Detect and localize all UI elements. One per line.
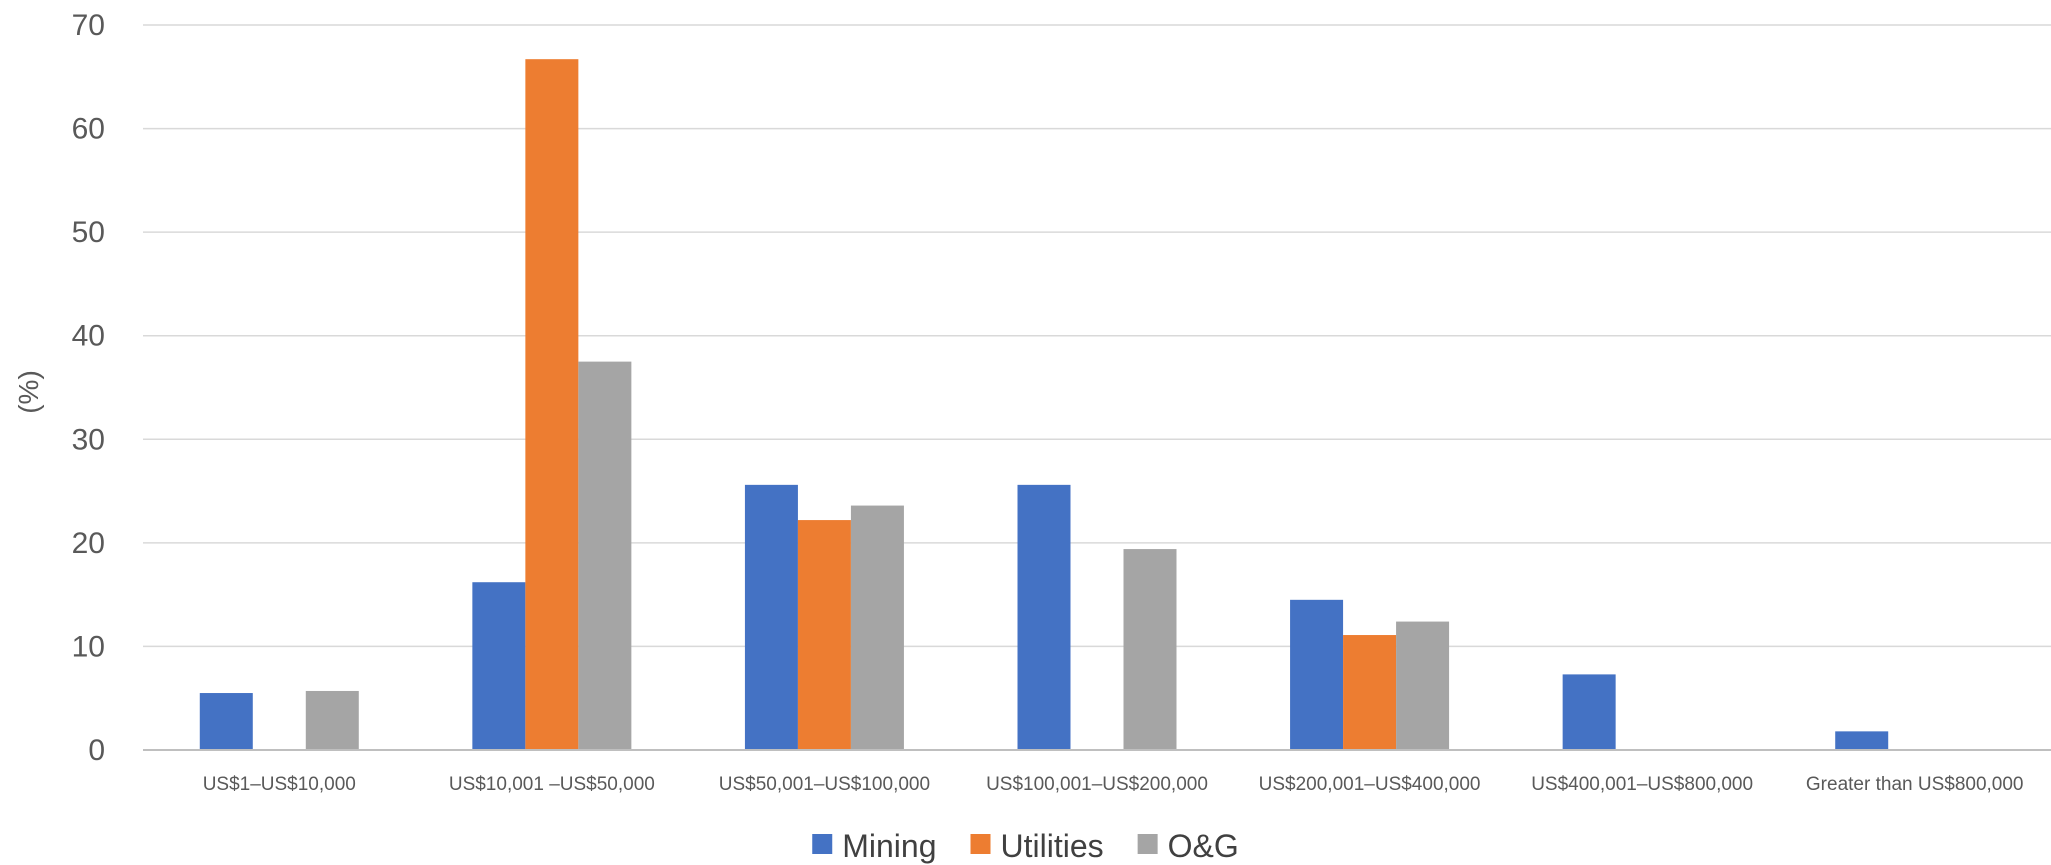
- x-tick-label: US$50,001–US$100,000: [719, 774, 930, 795]
- x-tick-label: US$100,001–US$200,000: [986, 774, 1208, 795]
- y-tick-label: 10: [72, 630, 105, 663]
- bar-mining-1: [472, 582, 526, 750]
- bar-utilities-2: [797, 520, 851, 750]
- x-tick-label: Greater than US$800,000: [1806, 774, 2024, 795]
- x-tick-label: US$400,001–US$800,000: [1531, 774, 1753, 795]
- bar-mining-4: [1290, 599, 1344, 750]
- y-tick-label: 50: [72, 216, 105, 249]
- y-tick-label: 70: [72, 9, 105, 42]
- bar-utilities-4: [1343, 635, 1397, 750]
- bar-o-g-4: [1396, 621, 1450, 750]
- y-tick-label: 20: [72, 527, 105, 560]
- y-tick-label: 60: [72, 113, 105, 146]
- y-tick-label: 0: [88, 734, 105, 767]
- legend-swatch: [812, 834, 833, 854]
- bar-o-g-1: [578, 361, 632, 750]
- bar-mining-0: [199, 693, 253, 750]
- y-axis-ticks: 0 10 20 30 40 50 60 70: [72, 9, 105, 767]
- legend-swatch: [970, 834, 991, 854]
- legend-swatch: [1137, 834, 1158, 854]
- legend-label: Utilities: [1001, 828, 1104, 864]
- x-tick-label: US$10,001 –US$50,000: [449, 774, 655, 795]
- bar-mining-3: [1017, 484, 1071, 750]
- x-tick-label: US$1–US$10,000: [203, 774, 356, 795]
- legend-label: O&G: [1168, 828, 1239, 864]
- x-tick-label: US$200,001–US$400,000: [1259, 774, 1481, 795]
- bar-mining-2: [744, 484, 798, 750]
- bar-o-g-0: [305, 690, 359, 750]
- bar-o-g-3: [1123, 549, 1177, 750]
- bar-mining-5: [1562, 674, 1616, 750]
- bars: [199, 59, 1889, 750]
- legend: Mining Utilities O&G: [812, 828, 1239, 864]
- legend-label: Mining: [842, 828, 936, 864]
- y-tick-label: 40: [72, 320, 105, 353]
- y-axis-label: (%): [13, 370, 44, 414]
- y-tick-label: 30: [72, 423, 105, 456]
- gridlines: [143, 24, 2051, 648]
- bar-utilities-1: [525, 59, 579, 750]
- bar-mining-6: [1835, 731, 1889, 750]
- bar-o-g-2: [850, 505, 904, 750]
- x-axis-ticks: US$1–US$10,000 US$10,001 –US$50,000 US$50,…: [203, 774, 2024, 795]
